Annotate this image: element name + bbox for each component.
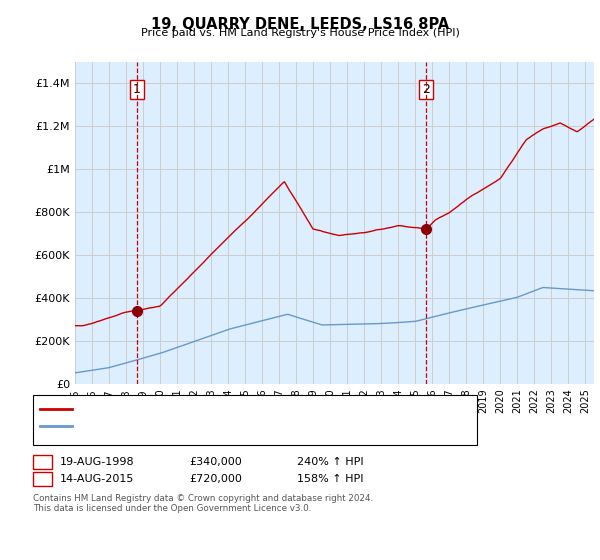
Text: Price paid vs. HM Land Registry's House Price Index (HPI): Price paid vs. HM Land Registry's House …	[140, 28, 460, 38]
Text: 2: 2	[39, 474, 46, 484]
Text: £340,000: £340,000	[189, 457, 242, 467]
Text: Contains HM Land Registry data © Crown copyright and database right 2024.
This d: Contains HM Land Registry data © Crown c…	[33, 494, 373, 514]
Text: 158% ↑ HPI: 158% ↑ HPI	[297, 474, 364, 484]
Text: HPI: Average price, detached house, Leeds: HPI: Average price, detached house, Leed…	[77, 421, 300, 431]
Text: 19-AUG-1998: 19-AUG-1998	[60, 457, 134, 467]
Text: 1: 1	[39, 457, 46, 467]
Text: 14-AUG-2015: 14-AUG-2015	[60, 474, 134, 484]
Text: 1: 1	[133, 83, 141, 96]
Text: £720,000: £720,000	[189, 474, 242, 484]
Text: 19, QUARRY DENE, LEEDS, LS16 8PA: 19, QUARRY DENE, LEEDS, LS16 8PA	[151, 17, 449, 32]
Text: 240% ↑ HPI: 240% ↑ HPI	[297, 457, 364, 467]
Text: 19, QUARRY DENE, LEEDS, LS16 8PA (detached house): 19, QUARRY DENE, LEEDS, LS16 8PA (detach…	[77, 404, 361, 414]
Text: 2: 2	[422, 83, 430, 96]
